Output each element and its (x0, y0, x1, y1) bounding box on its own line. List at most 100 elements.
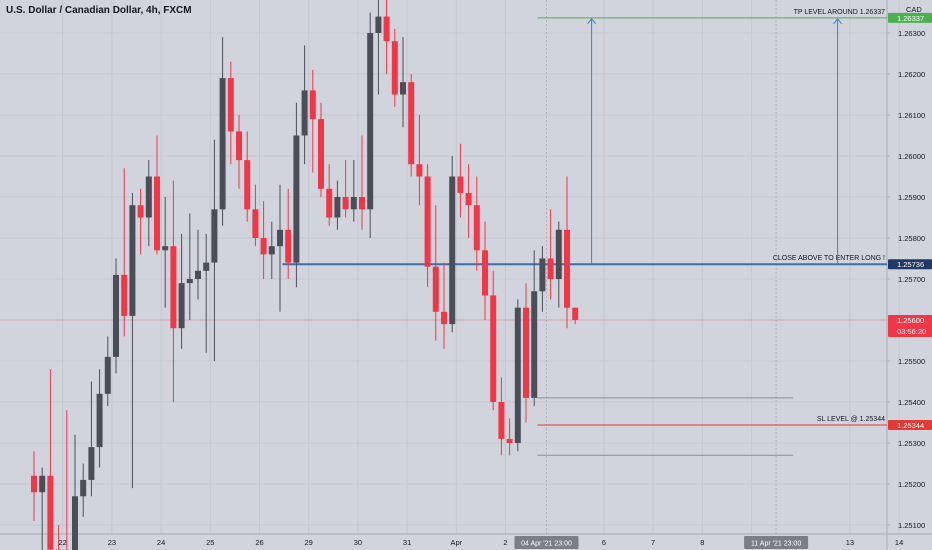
candle-body (301, 90, 308, 136)
x-tick-label: 7 (651, 538, 655, 547)
candle-body (154, 176, 160, 251)
candle-body (252, 209, 259, 238)
candle-body (506, 438, 513, 443)
level-label-sl: SL LEVEL @ 1.25344 (817, 416, 885, 423)
candle-body (195, 270, 201, 279)
candle-body (121, 274, 128, 316)
candle-body (473, 205, 480, 251)
x-tick-label: 29 (305, 538, 313, 547)
x-highlight-bg (744, 536, 809, 549)
candle-body (203, 262, 210, 271)
x-highlight-label: 11 Apr '21 23:00 (751, 541, 801, 548)
candle-body (572, 307, 579, 320)
candle-body (514, 307, 521, 443)
candle-body (293, 135, 300, 263)
candle-body (539, 258, 546, 292)
candle-body (309, 90, 316, 120)
candle-body (334, 197, 341, 218)
candle-body (350, 197, 357, 210)
candle-body (441, 311, 447, 325)
candle-body (375, 16, 382, 33)
x-tick-label: 13 (846, 538, 854, 547)
candle-body (408, 82, 415, 165)
candle-body (129, 205, 136, 316)
x-tick-label: 30 (354, 538, 362, 547)
candle-body (523, 307, 529, 398)
x-tick-label: 31 (403, 538, 411, 547)
x-tick-label: 2 (503, 538, 507, 547)
candle-body (383, 16, 390, 42)
candle-body (72, 496, 78, 550)
candle-body (277, 229, 283, 247)
x-tick-label: Apr (450, 538, 462, 547)
candle-body (31, 475, 37, 493)
price-badge-entry: 1.25736 (897, 260, 924, 269)
price-badge-current-countdown: 03:56:20 (897, 327, 926, 336)
level-label-entry: CLOSE ABOVE TO ENTER LONG ! (773, 255, 885, 262)
y-tick-label: 1.25200 (898, 480, 925, 489)
candle-body (104, 356, 111, 394)
candle-body (47, 475, 54, 550)
arrow-head (587, 18, 596, 25)
candle-body (498, 402, 505, 439)
level-label-tp: TP LEVEL AROUND 1.26337 (794, 9, 886, 16)
y-tick-label: 1.26300 (898, 29, 925, 38)
price-badge-entry-bg (888, 259, 932, 270)
candle-body (342, 197, 349, 210)
candle-body (285, 229, 292, 263)
candle-body (236, 131, 242, 161)
candle-body (178, 283, 185, 329)
candle-body (367, 33, 374, 210)
y-tick-label: 1.26000 (898, 152, 925, 161)
y-tick-label: 1.25700 (898, 275, 925, 284)
candle-body (145, 176, 152, 218)
candle-body (211, 209, 218, 263)
candle-body (564, 229, 570, 308)
y-tick-label: 1.26200 (898, 70, 925, 79)
currency-label: CAD (906, 5, 922, 14)
arrow-head (833, 18, 842, 25)
candle-body (457, 176, 464, 193)
x-tick-label: 6 (602, 538, 606, 547)
price-badge-sl-bg (888, 419, 932, 430)
candle-body (547, 258, 554, 279)
x-tick-label: 22 (59, 538, 67, 547)
candle-body (531, 291, 538, 398)
candle-body (416, 164, 423, 177)
x-tick-label: 25 (206, 538, 214, 547)
candle-body (260, 238, 267, 255)
x-tick-label: 8 (700, 538, 704, 547)
y-tick-label: 1.25100 (898, 521, 925, 530)
candle-body (482, 250, 488, 296)
candle-body (80, 479, 87, 497)
candle-body (39, 475, 46, 493)
x-tick-label: 23 (108, 538, 116, 547)
x-highlight-bg (514, 536, 579, 549)
candle-body (465, 192, 472, 206)
candle-body (449, 176, 456, 325)
candle-body (391, 41, 398, 95)
y-tick-label: 1.25500 (898, 357, 925, 366)
y-tick-label: 1.25400 (898, 398, 925, 407)
chart-title: U.S. Dollar / Canadian Dollar, 4h, FXCM (6, 5, 192, 16)
candle-body (137, 205, 144, 218)
candle-body (113, 274, 119, 357)
candle-body (219, 78, 226, 210)
candle-body (268, 246, 275, 255)
y-tick-label: 1.25800 (898, 234, 925, 243)
candle-body (555, 229, 562, 279)
x-tick-label: 26 (255, 538, 263, 547)
candle-body (162, 246, 169, 251)
y-tick-label: 1.25900 (898, 193, 925, 202)
candle-body (359, 197, 365, 210)
x-highlight-label: 04 Apr '21 23:00 (521, 541, 572, 548)
candle-body (490, 295, 497, 402)
candle-body (424, 176, 431, 267)
candle-body (227, 78, 234, 132)
x-tick-label: 24 (157, 538, 165, 547)
candle-body (186, 279, 193, 284)
candle-body (400, 82, 406, 95)
